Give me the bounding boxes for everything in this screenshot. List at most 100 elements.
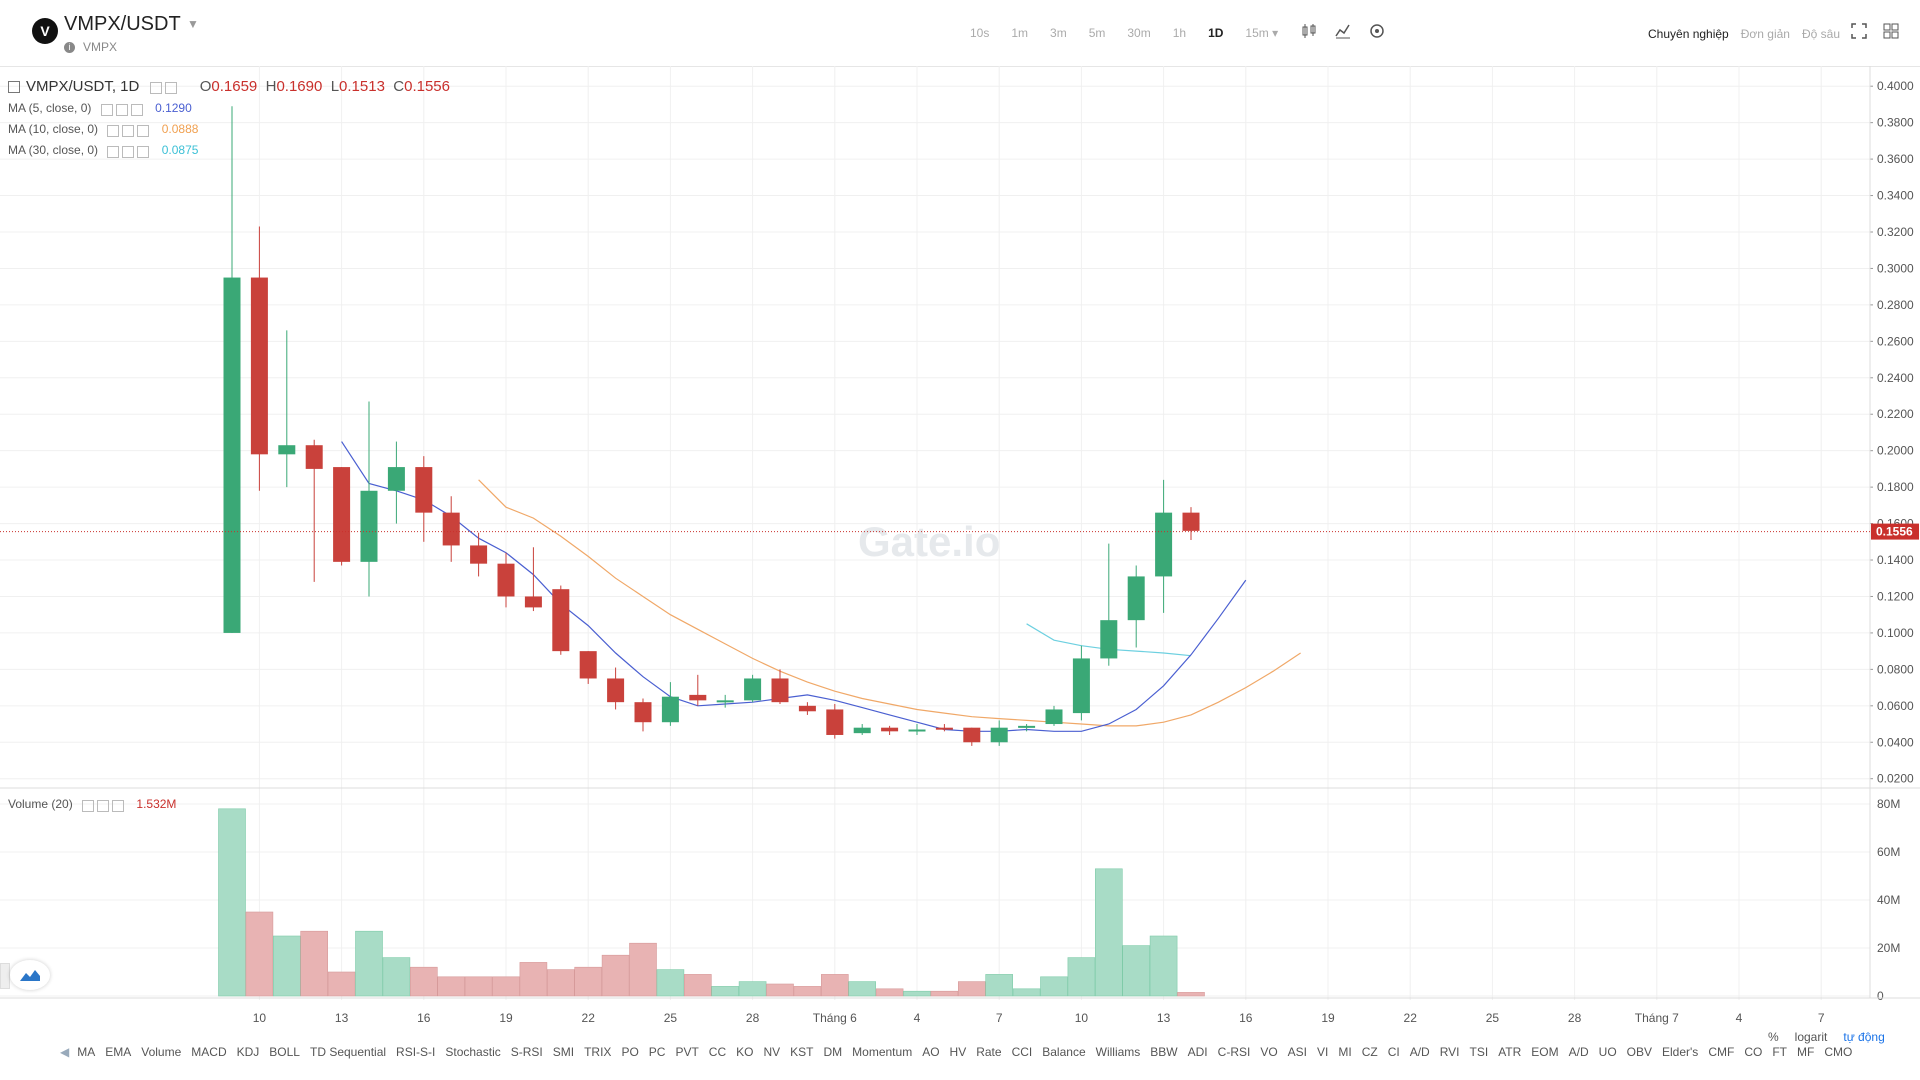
indicators-icon[interactable] xyxy=(1334,22,1352,40)
layout-grid-icon[interactable] xyxy=(1882,22,1900,40)
indicator-15[interactable]: CC xyxy=(708,1045,727,1059)
candle-body xyxy=(1018,725,1036,728)
percent-scale-toggle[interactable]: % xyxy=(1768,1030,1779,1044)
volume-bar xyxy=(1095,868,1123,997)
indicator-44[interactable]: Elder's xyxy=(1662,1045,1699,1059)
indicator-47[interactable]: FT xyxy=(1772,1045,1787,1059)
indicator-40[interactable]: EOM xyxy=(1531,1045,1559,1059)
interval-6[interactable]: 1D xyxy=(1208,26,1224,40)
sidebar-collapse-tab[interactable] xyxy=(0,963,10,989)
indicator-29[interactable]: C-RSI xyxy=(1217,1045,1251,1059)
ma5-controls[interactable] xyxy=(100,102,146,116)
indicator-17[interactable]: NV xyxy=(763,1045,781,1059)
pair-title[interactable]: VMPX/USDT xyxy=(64,13,181,35)
indicator-33[interactable]: MI xyxy=(1338,1045,1352,1059)
indicator-19[interactable]: DM xyxy=(823,1045,843,1059)
candle-type-icon[interactable] xyxy=(1300,22,1318,40)
interval-2[interactable]: 3m xyxy=(1050,26,1067,40)
indicator-6[interactable]: TD Sequential xyxy=(309,1045,387,1059)
interval-5[interactable]: 1h xyxy=(1172,26,1187,40)
mode-1[interactable]: Đơn giản xyxy=(1740,27,1790,41)
ma10-controls[interactable] xyxy=(107,123,152,137)
indicator-10[interactable]: SMI xyxy=(552,1045,575,1059)
interval-3[interactable]: 5m xyxy=(1088,26,1106,40)
candle-body xyxy=(223,277,241,633)
legend-controls[interactable] xyxy=(149,79,180,96)
legend-collapse-icon[interactable] xyxy=(8,81,20,94)
indicator-35[interactable]: CI xyxy=(1387,1045,1400,1059)
indicator-23[interactable]: Rate xyxy=(976,1045,1002,1059)
indicator-25[interactable]: Balance xyxy=(1042,1045,1086,1059)
indicator-14[interactable]: PVT xyxy=(675,1045,699,1059)
indicator-20[interactable]: Momentum xyxy=(852,1045,913,1059)
indicator-1[interactable]: EMA xyxy=(105,1045,132,1059)
volume-bar xyxy=(957,981,986,997)
ma30-value: 0.0875 xyxy=(161,143,199,157)
indicator-27[interactable]: BBW xyxy=(1150,1045,1178,1059)
indicator-32[interactable]: VI xyxy=(1317,1045,1329,1059)
price-chart[interactable]: 0.0200 0.0400 0.0600 0.0800 0.1000 0.1200 0.14… xyxy=(0,66,1920,1040)
interval-0[interactable]: 10s xyxy=(970,26,990,40)
price-tick-label: 0.3800 xyxy=(1877,116,1914,130)
indicator-9[interactable]: S-RSI xyxy=(510,1045,543,1059)
indicator-38[interactable]: TSI xyxy=(1469,1045,1489,1059)
pair-dropdown-icon[interactable]: ▼ xyxy=(187,17,199,31)
indicator-34[interactable]: CZ xyxy=(1361,1045,1378,1059)
indicator-13[interactable]: PC xyxy=(648,1045,666,1059)
indicator-36[interactable]: A/D xyxy=(1409,1045,1430,1059)
x-tick-label: 10 xyxy=(253,1011,267,1025)
settings-icon[interactable] xyxy=(1368,22,1386,40)
indicator-bar: ◀ MA EMA Volume MACD KDJ BOLL TD Sequential RSI… xyxy=(0,1040,1920,1064)
ma30-controls[interactable] xyxy=(107,144,152,158)
indicator-5[interactable]: BOLL xyxy=(269,1045,300,1059)
indicator-2[interactable]: Volume xyxy=(141,1045,182,1059)
indicator-37[interactable]: RVI xyxy=(1439,1045,1460,1059)
volume-bar xyxy=(355,930,383,997)
scroll-left-icon[interactable]: ◀ xyxy=(60,1045,70,1059)
interval-4[interactable]: 30m xyxy=(1127,26,1151,40)
interval-7[interactable]: 15m ▾ xyxy=(1245,26,1279,40)
volume-controls[interactable] xyxy=(82,798,127,812)
volume-tick-label: 40M xyxy=(1877,893,1900,907)
indicator-7[interactable]: RSI-S-I xyxy=(396,1045,436,1059)
indicator-4[interactable]: KDJ xyxy=(236,1045,260,1059)
indicator-48[interactable]: MF xyxy=(1796,1045,1815,1059)
indicator-22[interactable]: HV xyxy=(949,1045,967,1059)
mode-0[interactable]: Chuyên nghiệp xyxy=(1648,27,1729,41)
indicator-18[interactable]: KST xyxy=(790,1045,814,1059)
auto-scale-toggle[interactable]: tự động xyxy=(1843,1030,1885,1044)
volume-bar xyxy=(492,976,520,997)
indicator-41[interactable]: A/D xyxy=(1568,1045,1589,1059)
indicator-46[interactable]: CO xyxy=(1744,1045,1763,1059)
indicator-30[interactable]: VO xyxy=(1260,1045,1278,1059)
indicator-28[interactable]: ADI xyxy=(1187,1045,1208,1059)
drawing-tools-button[interactable] xyxy=(10,960,50,990)
indicator-21[interactable]: AO xyxy=(922,1045,940,1059)
price-tick-label: 0.0400 xyxy=(1877,735,1914,749)
fullscreen-icon[interactable] xyxy=(1850,22,1868,40)
volume-tick-label: 0 xyxy=(1877,989,1884,1003)
indicator-0[interactable]: MA xyxy=(77,1045,96,1059)
indicator-3[interactable]: MACD xyxy=(191,1045,227,1059)
indicator-11[interactable]: TRIX xyxy=(584,1045,612,1059)
indicator-43[interactable]: OBV xyxy=(1626,1045,1652,1059)
indicator-16[interactable]: KO xyxy=(736,1045,754,1059)
indicator-12[interactable]: PO xyxy=(621,1045,639,1059)
candle-body xyxy=(716,700,734,703)
indicator-49[interactable]: CMO xyxy=(1824,1045,1853,1059)
log-scale-toggle[interactable]: logarit xyxy=(1794,1030,1828,1044)
volume-bar xyxy=(574,966,603,997)
indicator-42[interactable]: UO xyxy=(1598,1045,1617,1059)
indicator-31[interactable]: ASI xyxy=(1287,1045,1308,1059)
indicator-45[interactable]: CMF xyxy=(1708,1045,1735,1059)
mode-2[interactable]: Độ sâu xyxy=(1801,27,1840,41)
mountain-chart-icon xyxy=(20,970,40,981)
indicator-24[interactable]: CCI xyxy=(1011,1045,1033,1059)
volume-bar xyxy=(711,986,740,997)
indicator-39[interactable]: ATR xyxy=(1498,1045,1522,1059)
info-icon[interactable]: i xyxy=(64,42,75,54)
indicator-8[interactable]: Stochastic xyxy=(445,1045,501,1059)
indicator-26[interactable]: Williams xyxy=(1095,1045,1141,1059)
interval-1[interactable]: 1m xyxy=(1011,26,1029,40)
x-tick-label: 4 xyxy=(914,1011,921,1025)
